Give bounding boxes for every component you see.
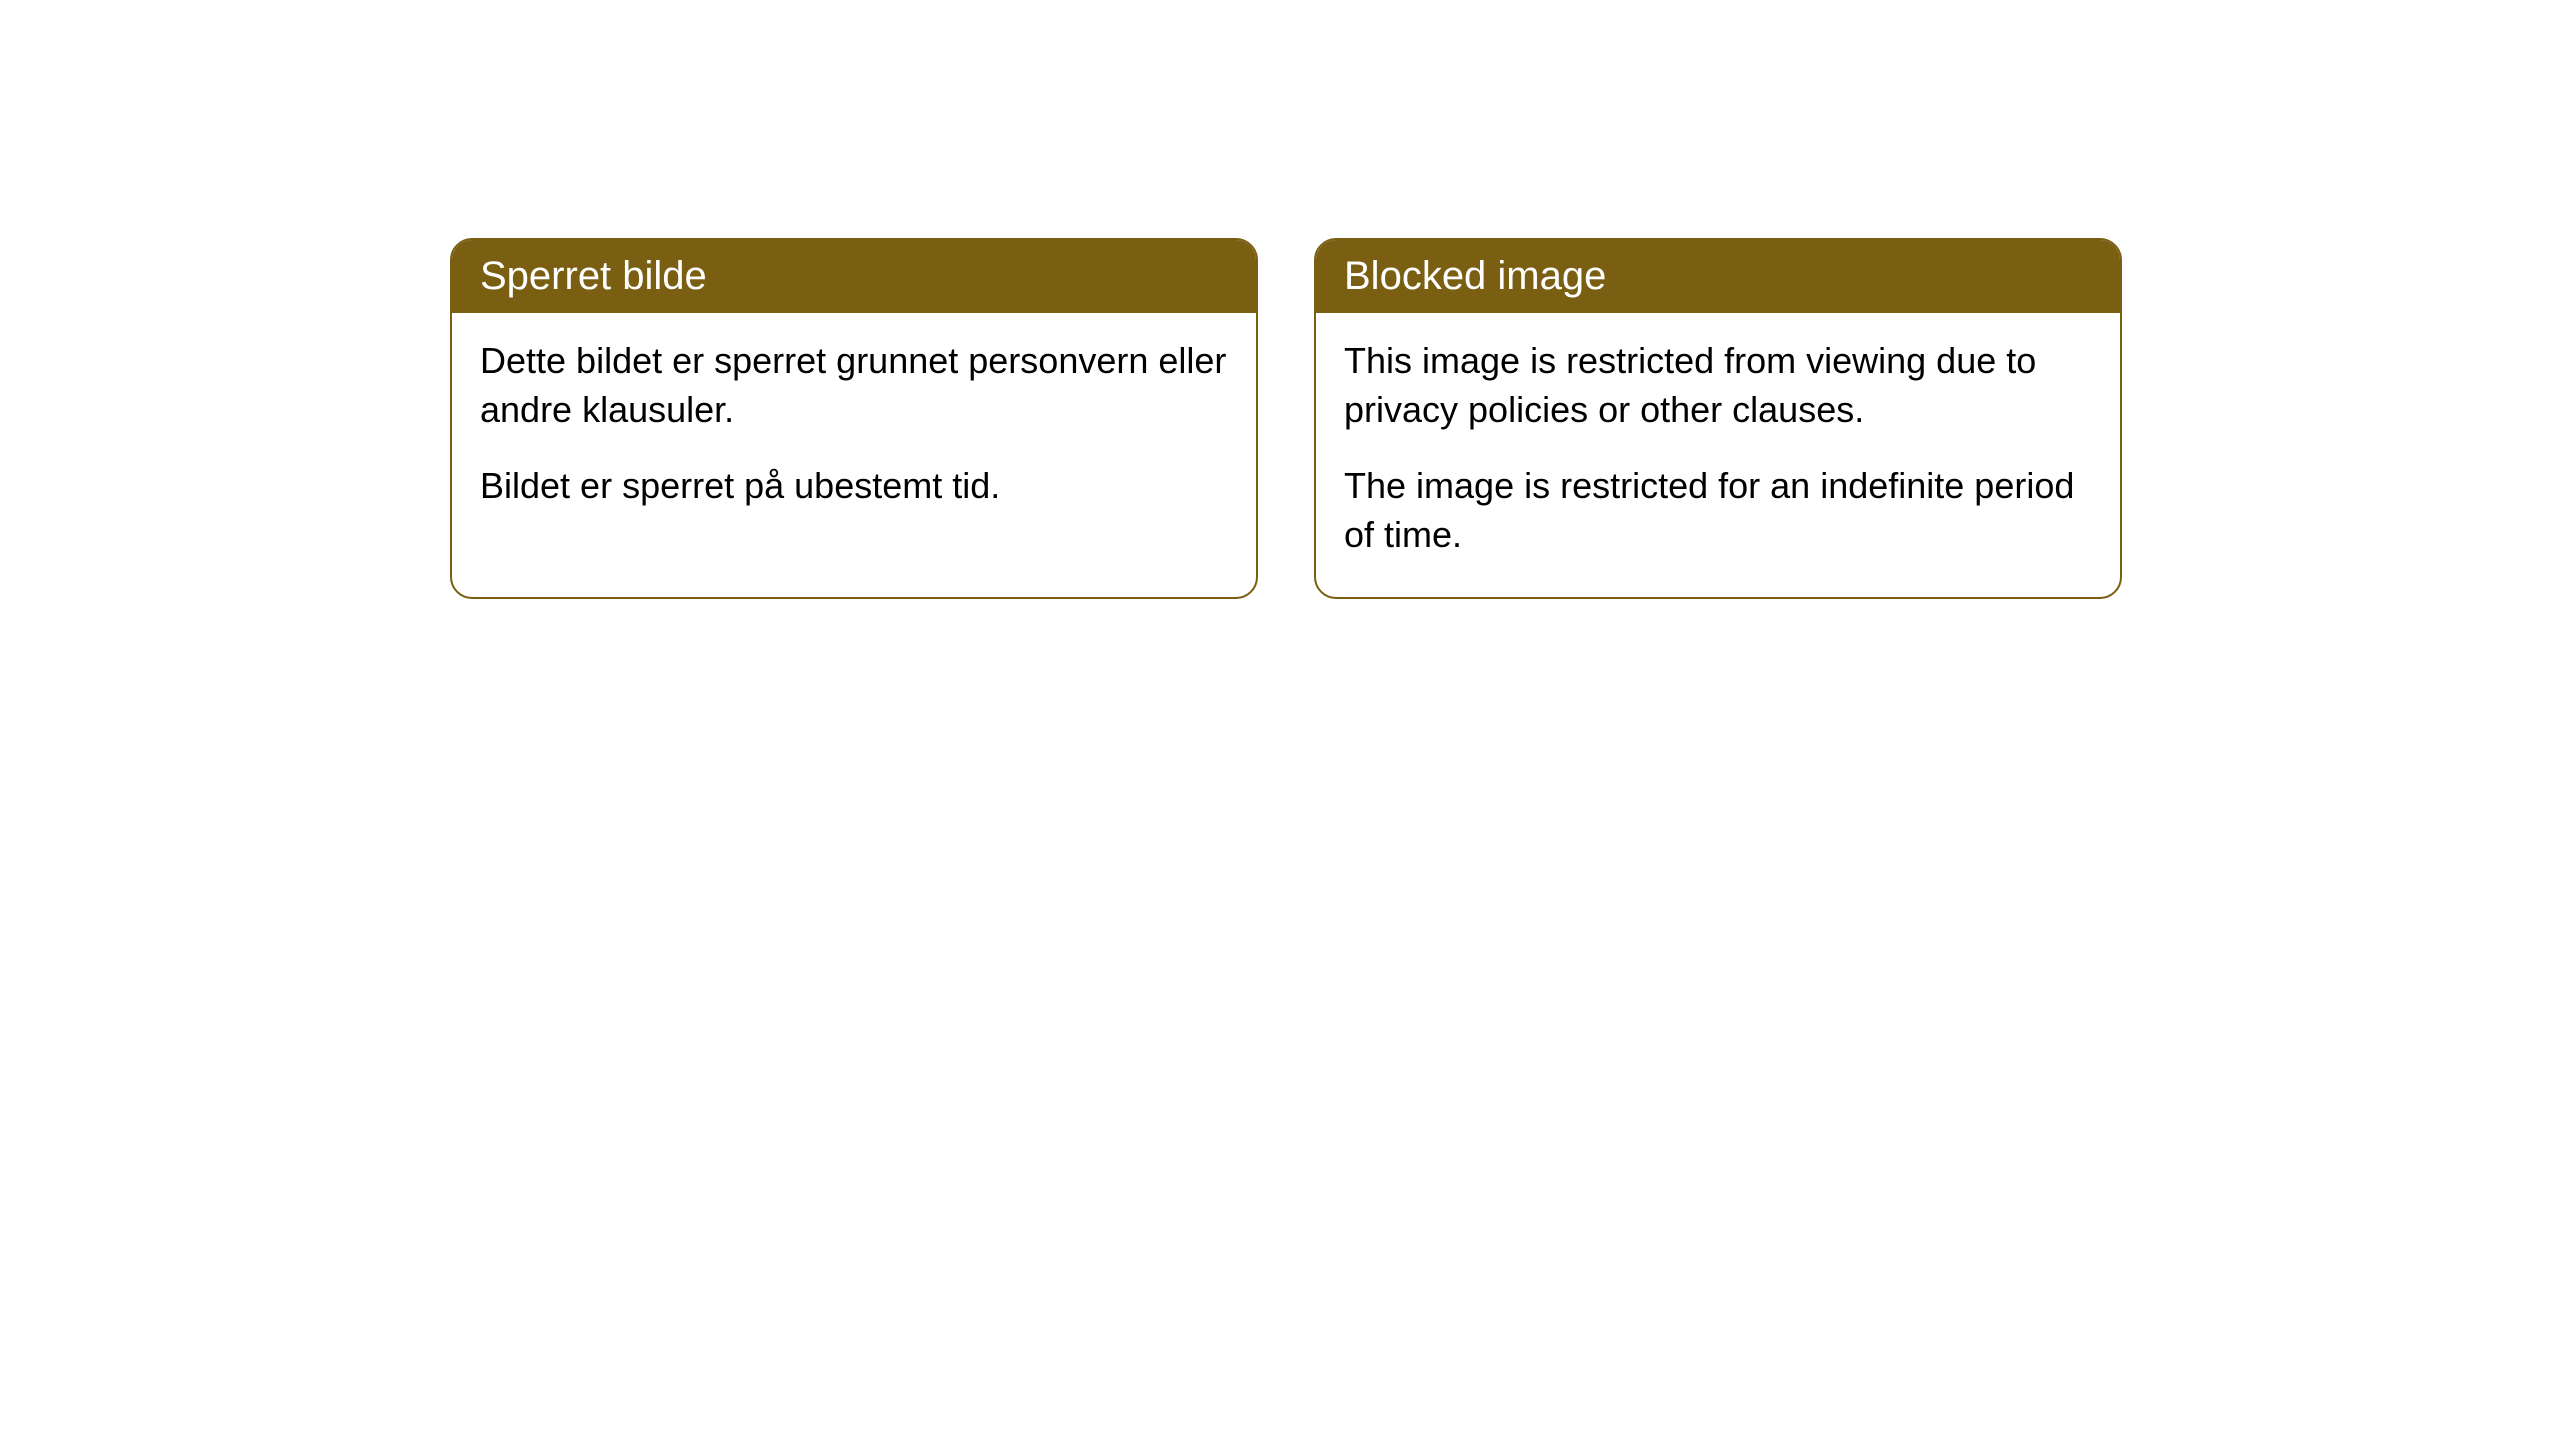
card-header: Sperret bilde [452, 240, 1256, 313]
card-paragraph: The image is restricted for an indefinit… [1344, 462, 2092, 559]
card-paragraph: Dette bildet er sperret grunnet personve… [480, 337, 1228, 434]
blocked-image-card-english: Blocked image This image is restricted f… [1314, 238, 2122, 599]
card-body: Dette bildet er sperret grunnet personve… [452, 313, 1256, 549]
card-title: Blocked image [1344, 254, 1606, 298]
card-title: Sperret bilde [480, 254, 707, 298]
blocked-image-card-norwegian: Sperret bilde Dette bildet er sperret gr… [450, 238, 1258, 599]
card-header: Blocked image [1316, 240, 2120, 313]
card-body: This image is restricted from viewing du… [1316, 313, 2120, 597]
card-paragraph: This image is restricted from viewing du… [1344, 337, 2092, 434]
notice-cards-container: Sperret bilde Dette bildet er sperret gr… [450, 238, 2560, 599]
card-paragraph: Bildet er sperret på ubestemt tid. [480, 462, 1228, 511]
